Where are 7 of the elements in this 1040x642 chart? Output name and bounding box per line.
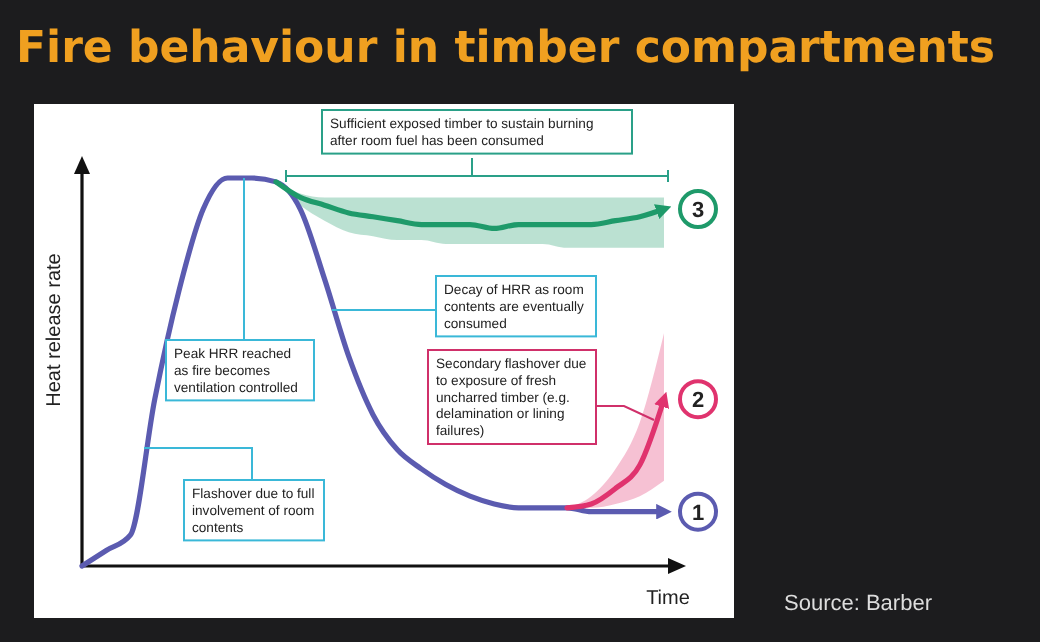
x-axis-title: Time (646, 588, 691, 610)
y-axis-title: Heat release rate (44, 252, 66, 407)
series-label: 3 (691, 199, 705, 224)
chart-title: Fire behaviour in timber compartments (16, 24, 996, 74)
legend-label: 2 (691, 389, 705, 414)
source-note: Source: Barber (784, 592, 933, 616)
series-label: 1 (691, 501, 705, 526)
